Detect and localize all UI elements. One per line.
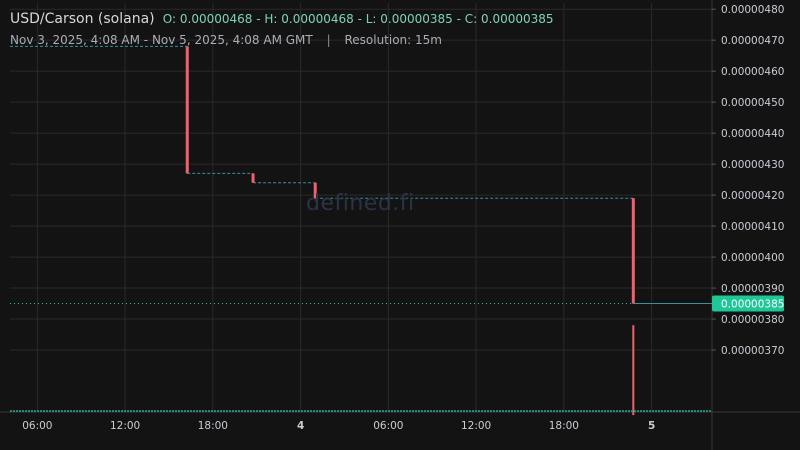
y-tick-label: 0.00000470 bbox=[721, 35, 784, 47]
x-tick-label: 18:00 bbox=[549, 420, 579, 432]
date-range: Nov 3, 2025, 4:08 AM - Nov 5, 2025, 4:08… bbox=[10, 33, 313, 47]
ohlc-readout: O: 0.00000468 - H: 0.00000468 - L: 0.000… bbox=[162, 12, 554, 26]
y-tick-label: 0.00000390 bbox=[721, 283, 784, 295]
chart-header: USD/Carson (solana) O: 0.00000468 - H: 0… bbox=[10, 11, 554, 27]
candle-down bbox=[185, 46, 189, 174]
resolution-label: Resolution: 15m bbox=[344, 33, 442, 47]
x-tick-label: 06:00 bbox=[22, 420, 52, 432]
y-tick-label: 0.00000430 bbox=[721, 159, 784, 171]
y-axis: 0.00000370 0.00000380 0.00000390 0.00000400… bbox=[712, 4, 784, 357]
y-tick-label: 0.00000440 bbox=[721, 128, 784, 140]
y-tick-label: 0.00000450 bbox=[721, 97, 784, 109]
y-tick-label: 0.00000420 bbox=[721, 190, 784, 202]
candles bbox=[185, 46, 635, 416]
last-price-tag: 0.00000385 bbox=[712, 295, 784, 312]
y-tick-label: 0.00000380 bbox=[721, 314, 784, 326]
y-tick-label: 0.00000400 bbox=[721, 252, 784, 264]
separator: | bbox=[326, 33, 331, 47]
x-tick-label: 18:00 bbox=[198, 420, 228, 432]
y-tick-label: 0.00000460 bbox=[721, 66, 784, 78]
candle-wick bbox=[632, 325, 635, 416]
y-tick-label: 0.00000410 bbox=[721, 221, 784, 233]
x-tick-label: 12:00 bbox=[110, 420, 140, 432]
chart-subheader: Nov 3, 2025, 4:08 AM - Nov 5, 2025, 4:08… bbox=[10, 33, 442, 47]
candle-down bbox=[313, 182, 317, 199]
symbol-title: USD/Carson (solana) bbox=[10, 11, 155, 27]
last-price-label: 0.00000385 bbox=[721, 299, 784, 311]
x-axis: 06:00 12:00 18:00 4 06:00 12:00 18:00 5 bbox=[22, 420, 655, 432]
y-tick-label: 0.00000480 bbox=[721, 4, 784, 16]
last-price-badge bbox=[712, 295, 784, 312]
y-tick-label: 0.00000370 bbox=[721, 345, 784, 357]
x-tick-label: 12:00 bbox=[461, 420, 491, 432]
price-levels bbox=[10, 45, 712, 305]
x-tick-label: 5 bbox=[648, 420, 655, 432]
x-tick-label: 06:00 bbox=[373, 420, 403, 432]
candle-down bbox=[631, 198, 635, 304]
x-tick-label: 4 bbox=[297, 420, 304, 432]
candle-down bbox=[251, 173, 255, 183]
watermark: defined.fi bbox=[306, 191, 415, 216]
